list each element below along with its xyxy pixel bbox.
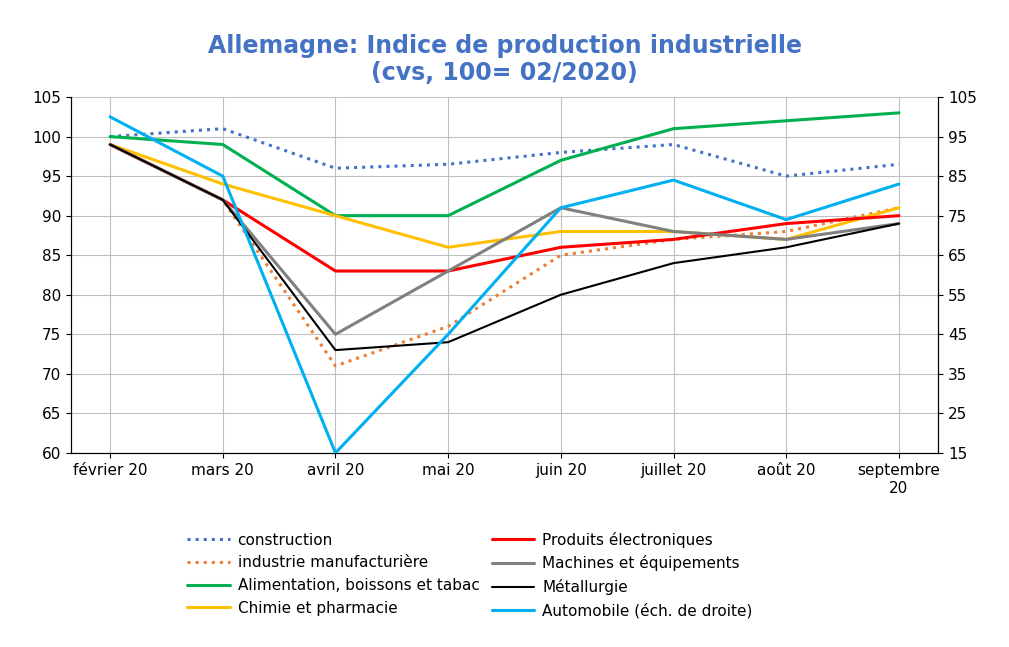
Legend: construction, industrie manufacturière, Alimentation, boissons et tabac, Chimie : construction, industrie manufacturière, … xyxy=(187,532,753,618)
Title: Allemagne: Indice de production industrielle
(cvs, 100= 02/2020): Allemagne: Indice de production industri… xyxy=(208,34,801,85)
